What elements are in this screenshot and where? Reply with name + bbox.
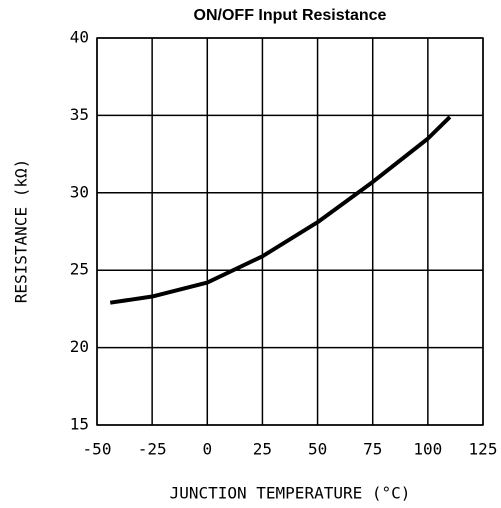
x-tick-label: 125 [469, 440, 498, 459]
y-tick-label: 35 [70, 105, 89, 124]
x-tick-label: 75 [363, 440, 382, 459]
y-tick-label: 25 [70, 260, 89, 279]
y-tick-label: 20 [70, 337, 89, 356]
chart-title: ON/OFF Input Resistance [194, 7, 387, 24]
x-tick-label: 50 [308, 440, 327, 459]
x-axis-label: JUNCTION TEMPERATURE (°C) [170, 484, 411, 503]
x-tick-label: 100 [413, 440, 442, 459]
x-tick-label: -50 [83, 440, 112, 459]
y-axis-label: RESISTANCE (kΩ) [12, 159, 31, 304]
y-tick-label: 40 [70, 28, 89, 47]
y-tick-label: 30 [70, 182, 89, 201]
x-tick-label: 0 [202, 440, 212, 459]
plot-frame [96, 37, 484, 426]
x-tick-label: 25 [253, 440, 272, 459]
x-tick-label: -25 [138, 440, 167, 459]
y-tick-label: 15 [70, 415, 89, 434]
data-line [109, 115, 452, 305]
